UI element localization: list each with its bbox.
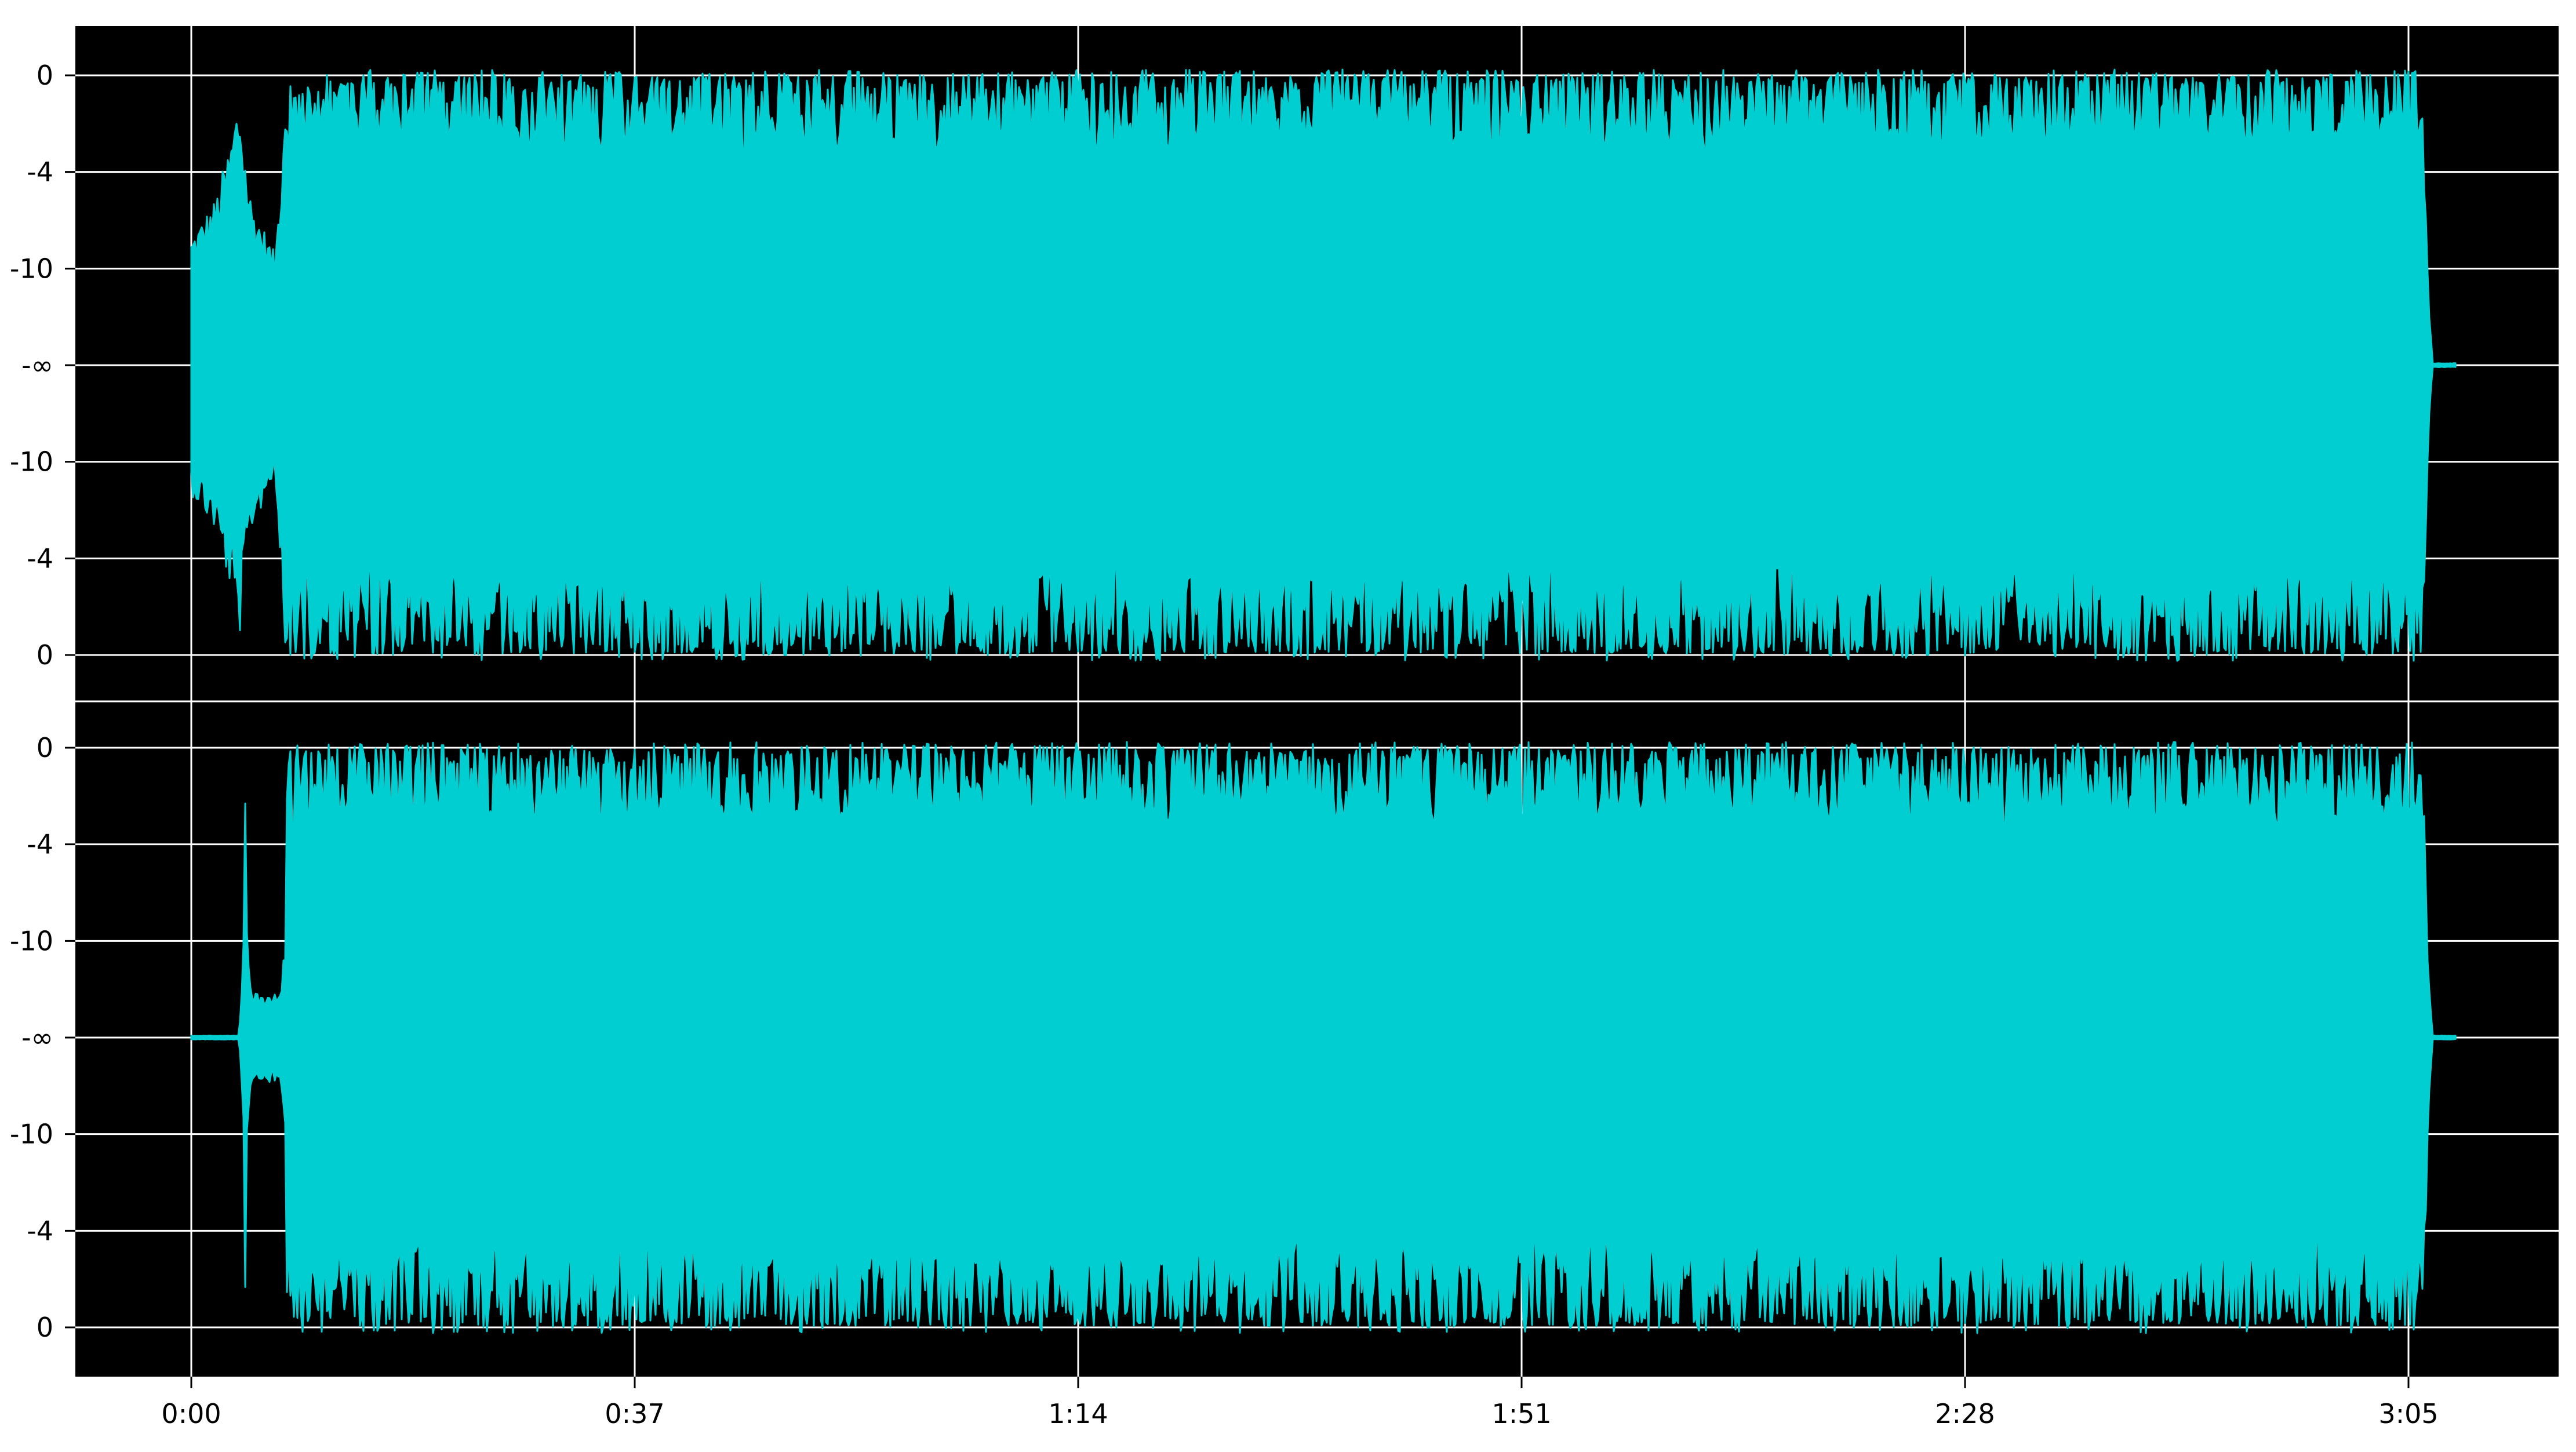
y-tick-label: -10 [10,1119,53,1150]
y-tick-label: -∞ [21,350,53,381]
y-tick-label: -4 [27,543,53,574]
y-tick-label: 0 [37,1312,53,1343]
y-tick-label: -10 [10,925,53,956]
x-tick-label: 3:05 [2378,1398,2438,1429]
y-tick-label: -10 [10,253,53,284]
x-tick-label: 0:37 [605,1398,664,1429]
x-tick-label: 1:51 [1491,1398,1551,1429]
y-tick-label: -4 [27,157,53,188]
y-tick-label: -4 [27,1215,53,1246]
y-tick-label: 0 [37,60,53,91]
x-tick-label: 2:28 [1935,1398,1995,1429]
x-tick-label: 1:14 [1048,1398,1108,1429]
y-tick-label: -∞ [21,1022,53,1053]
y-tick-label: 0 [37,639,53,671]
tick-label-layer: 0:00 0:37 1:14 1:51 2:28 3:05 0 -4 -10 -∞ -10 -4 0 0 -… [10,60,2439,1429]
x-tick-label: 0:00 [161,1398,221,1429]
y-tick-label: 0 [37,732,53,763]
y-tick-label: -10 [10,446,53,478]
y-tick-label: -4 [27,829,53,860]
waveform-layer [190,68,2457,1334]
